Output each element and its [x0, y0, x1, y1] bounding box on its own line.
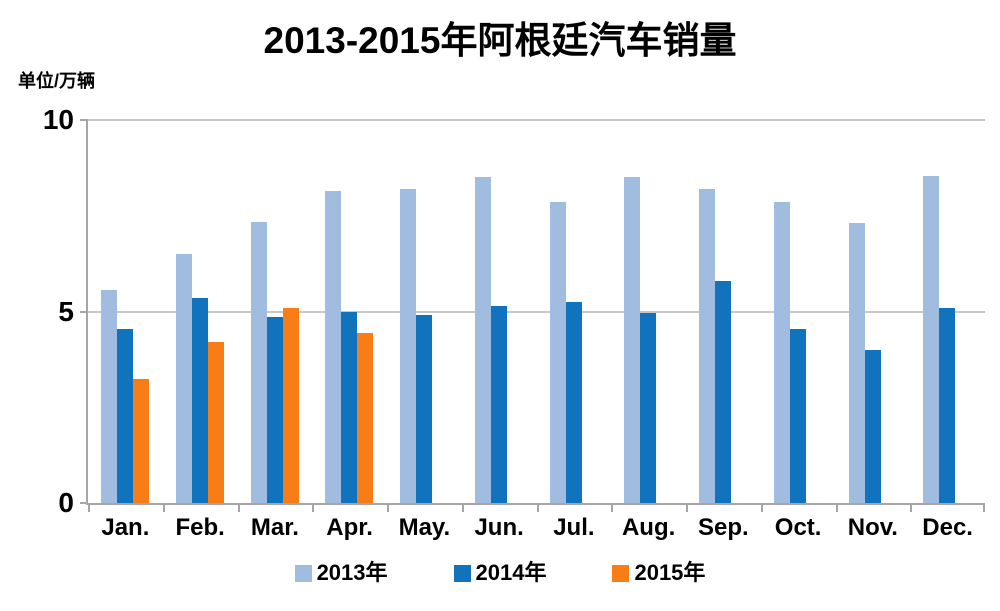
x-tick-3 [312, 505, 314, 512]
bar-2013-aug [624, 177, 641, 503]
chart-title: 2013-2015年阿根廷汽车销量 [263, 20, 737, 61]
x-tick-4 [387, 505, 389, 512]
bar-2013-apr [325, 190, 342, 503]
bar-2013-jun [474, 177, 491, 503]
x-axis-label-jul: Jul. [553, 514, 595, 541]
bar-group-apr [312, 120, 387, 503]
gridline-y-5 [88, 310, 985, 313]
legend-item-2014: 2014年 [453, 560, 547, 585]
x-axis-labels: Jan. Feb. Mar. Apr. May. Jun. Jul. Aug. Sep. Oct.… [88, 514, 985, 548]
bar-2014-oct [789, 328, 806, 503]
legend-swatch-icon [294, 564, 312, 582]
bar-2013-sep [699, 188, 715, 503]
x-tick-5 [462, 505, 464, 512]
bar-group-aug [611, 120, 686, 503]
plot-area [80, 119, 985, 512]
bar-group-nov [836, 120, 911, 503]
legend-label: 2015年 [634, 560, 706, 585]
legend-label: 2013年 [316, 560, 388, 585]
y-axis-label-0: 0 [58, 487, 74, 518]
x-tick-6 [537, 505, 539, 512]
x-tick-7 [611, 505, 613, 512]
bar-2014-nov [864, 349, 881, 503]
y-axis-label-10: 10 [42, 104, 74, 135]
bar-2014-may [416, 315, 432, 503]
bar-2013-jan [101, 290, 117, 503]
y-axis-label-5: 5 [58, 295, 74, 327]
bar-2014-feb [191, 298, 208, 503]
bar-2013-feb [175, 254, 192, 503]
bar-2014-mar [266, 317, 283, 503]
legend-swatch-icon [612, 564, 630, 582]
bar-2014-jun [490, 305, 507, 503]
bar-2014-jan [117, 328, 133, 503]
x-axis-label-mar: Mar. [250, 514, 299, 541]
bar-group-jul [537, 120, 612, 503]
bar-group-jun [462, 120, 537, 503]
x-tick-11 [910, 505, 912, 512]
x-tick-2 [238, 505, 240, 512]
x-axis-label-oct: Oct. [774, 514, 822, 541]
legend-label: 2014年 [475, 560, 547, 585]
x-axis-label-jun: Jun. [474, 514, 524, 541]
bar-2015-jan [133, 378, 149, 503]
legend-item-2013: 2013年 [294, 560, 388, 585]
bar-2015-apr [357, 332, 374, 503]
bar-2014-aug [640, 313, 657, 503]
bar-group-oct [761, 120, 836, 503]
bar-2013-may [400, 188, 416, 503]
x-axis-label-sep: Sep. [698, 514, 749, 541]
y-tick-0 [80, 502, 88, 504]
legend-swatch-icon [453, 564, 471, 582]
y-tick-5 [80, 310, 88, 313]
x-axis-label-feb: Feb. [175, 514, 225, 541]
bar-2013-oct [773, 202, 790, 503]
bar-2015-feb [207, 342, 224, 503]
gridline-y-10 [88, 119, 985, 121]
bar-group-jan [88, 120, 163, 503]
bar-2013-nov [848, 223, 865, 503]
bar-2013-dec [923, 175, 940, 503]
x-axis-line [86, 503, 985, 505]
bar-2013-mar [250, 221, 267, 503]
bar-2014-apr [341, 311, 358, 503]
x-axis-label-jan: Jan. [101, 514, 150, 541]
bar-group-sep [686, 120, 761, 503]
bar-2015-mar [282, 307, 299, 503]
x-axis-label-apr: Apr. [326, 514, 373, 541]
x-axis-label-aug: Aug. [621, 514, 676, 541]
x-tick-8 [686, 505, 688, 512]
x-axis-label-may: May. [398, 514, 451, 541]
x-tick-9 [761, 505, 763, 512]
bar-group-may [387, 120, 462, 503]
y-tick-10 [80, 119, 88, 121]
bar-group-feb [163, 120, 238, 503]
x-axis-label-dec: Dec. [922, 514, 973, 541]
bar-group-mar [238, 120, 313, 503]
x-tick-1 [163, 505, 165, 512]
x-tick-0 [88, 505, 90, 512]
x-tick-12 [983, 505, 985, 512]
bar-2014-sep [715, 280, 731, 503]
y-axis-unit-label: 单位/万辆 [18, 71, 96, 91]
bar-group-dec [910, 120, 985, 503]
legend: 2013年 2014年 2015年 [0, 562, 1000, 584]
bar-2013-jul [549, 202, 566, 503]
x-tick-10 [836, 505, 838, 512]
bar-2014-jul [565, 301, 582, 503]
bar-2014-dec [939, 307, 956, 503]
legend-item-2015: 2015年 [612, 562, 705, 584]
x-axis-label-nov: Nov. [847, 514, 898, 541]
